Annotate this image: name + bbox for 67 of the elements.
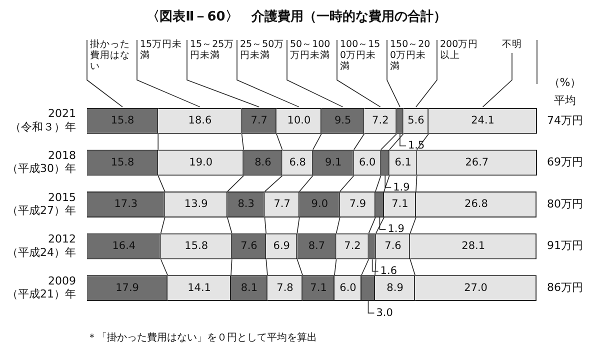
y-tick-label: 2015（平成27）年 [6, 190, 76, 217]
data-label: 7.6 [240, 240, 258, 252]
data-label: 7.2 [372, 114, 389, 127]
text: 200万円以上 [440, 39, 478, 62]
data-label: 7.2 [344, 240, 361, 252]
data-label: 28.1 [462, 240, 486, 252]
text: 15～25万円未満 [190, 39, 234, 62]
data-label: 9.1 [325, 156, 342, 168]
y-tick-label: 2018（平成30）年 [6, 148, 76, 176]
data-label: 6.1 [394, 156, 412, 168]
data-label: 7.7 [274, 198, 290, 210]
data-label: 17.3 [114, 198, 138, 210]
data-label: 1.6 [380, 264, 398, 277]
data-label: 18.6 [188, 114, 212, 127]
data-label: 8.6 [254, 156, 272, 168]
data-label: 7.9 [349, 198, 366, 210]
data-label: 6.8 [289, 156, 306, 168]
data-label: 19.0 [189, 156, 213, 168]
data-label: 6.0 [340, 282, 356, 294]
text: 15万円未満 [140, 38, 182, 62]
data-label: 7.6 [384, 240, 402, 252]
text: 25～50万円未満 [240, 39, 284, 62]
data-label: 6.9 [273, 240, 290, 252]
data-label: 13.9 [184, 198, 208, 210]
data-label: 7.1 [310, 282, 327, 294]
data-label: 7.8 [276, 282, 294, 294]
data-label: 26.7 [465, 156, 489, 168]
text: 69万円 [547, 156, 583, 169]
data-label: 5.6 [408, 114, 425, 127]
chart-title: 〈図表Ⅱ－60〉 介護費用（一時的な費用の合計） [146, 8, 446, 24]
data-label: 24.1 [471, 114, 494, 127]
data-label: 27.0 [464, 282, 488, 294]
data-label: 3.0 [376, 306, 393, 319]
data-label: 17.9 [116, 282, 139, 294]
y-tick-label: 2009（平成21）年 [6, 274, 76, 301]
data-label: 26.8 [464, 198, 488, 210]
data-label: 15.8 [110, 114, 134, 127]
data-label: 7.7 [250, 114, 268, 127]
text: 74万円 [547, 114, 583, 127]
text: （%） [548, 76, 582, 89]
data-label: 8.7 [308, 240, 326, 252]
data-label: 6.0 [358, 156, 376, 168]
data-label: 10.0 [287, 114, 311, 127]
data-label: 16.4 [112, 240, 136, 252]
data-label: 1.9 [388, 223, 404, 236]
text: 平均 [554, 94, 576, 107]
text: 150～200万円未満 [390, 39, 430, 72]
text: 50～100万円未満 [290, 39, 330, 62]
text: 80万円 [547, 197, 583, 210]
text: ＊「掛かった費用はない」を０円として平均を算出 [86, 332, 317, 344]
text: 不明 [502, 39, 522, 50]
data-label: 15.8 [110, 156, 134, 168]
text: 91万円 [547, 239, 583, 252]
data-label: 8.3 [238, 198, 254, 210]
data-label: 9.0 [311, 198, 328, 210]
y-tick-label: 2021（令和３）年 [10, 107, 76, 134]
data-label: 9.5 [334, 114, 352, 127]
y-tick-label: 2012（平成24）年 [6, 232, 76, 259]
data-label: 1.9 [393, 181, 410, 194]
data-label: 8.9 [386, 282, 404, 294]
text: 掛かった費用はない [90, 38, 130, 72]
data-label: 7.1 [392, 198, 408, 210]
text: 100～150万円未満 [340, 39, 380, 72]
data-label: 8.1 [240, 282, 258, 294]
data-label: 14.1 [188, 282, 211, 294]
data-label: 15.8 [184, 240, 208, 252]
text: 86万円 [547, 280, 583, 294]
